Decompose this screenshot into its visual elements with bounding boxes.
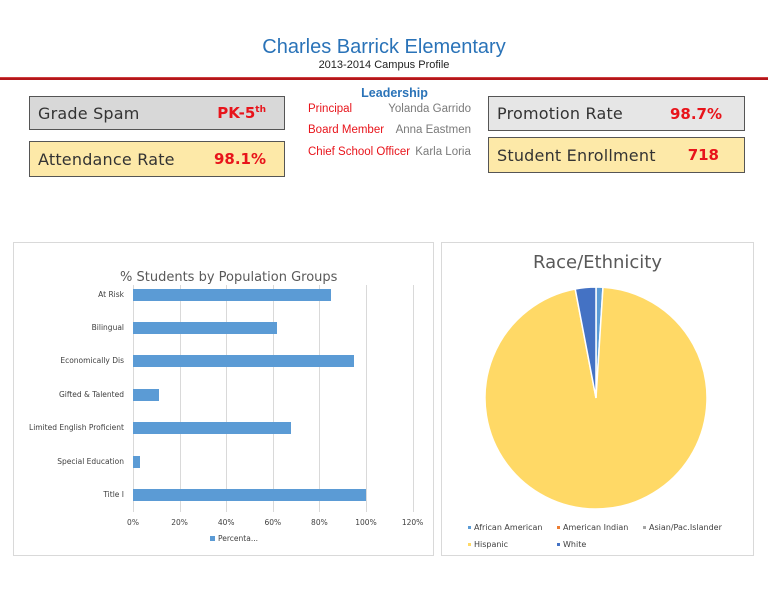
category-label: Title I bbox=[103, 490, 124, 499]
leadership-row-board-member: Board Member Anna Eastmen bbox=[308, 124, 473, 136]
header-divider bbox=[0, 77, 768, 80]
pie-slice-hispanic bbox=[484, 286, 708, 510]
attendance-rate-label: Attendance Rate bbox=[38, 149, 175, 169]
legend-swatch-icon bbox=[468, 543, 471, 546]
category-label: Limited English Proficient bbox=[29, 423, 124, 432]
gridline bbox=[272, 285, 274, 512]
legend-label: American Indian bbox=[563, 523, 629, 532]
leader-role: Board Member bbox=[308, 124, 385, 136]
student-enrollment-value: 718 bbox=[687, 146, 719, 164]
legend-label: African American bbox=[474, 523, 543, 532]
page-subtitle: 2013-2014 Campus Profile bbox=[318, 59, 450, 71]
legend-swatch-icon bbox=[557, 543, 560, 546]
student-enrollment-box: Student Enrollment 718 bbox=[488, 137, 745, 173]
gridline bbox=[226, 285, 228, 512]
bar bbox=[133, 289, 332, 301]
grade-span-label: Grade Spam bbox=[38, 103, 140, 123]
pie-slice-white bbox=[574, 286, 597, 399]
category-label: Economically Dis bbox=[60, 356, 124, 365]
category-label: Special Education bbox=[57, 457, 124, 466]
x-tick-label: 120% bbox=[401, 518, 424, 527]
legend-swatch-icon bbox=[468, 526, 471, 529]
gridline bbox=[179, 285, 181, 512]
gridline bbox=[366, 285, 367, 512]
legend-label: Percenta... bbox=[218, 534, 258, 543]
pie-chart-title: Race/Ethnicity bbox=[532, 252, 663, 273]
x-tick-label: 0% bbox=[127, 518, 139, 527]
legend-swatch-icon bbox=[643, 526, 646, 529]
bar-chart-title: % Students by Population Groups bbox=[120, 270, 338, 285]
pie-chart bbox=[484, 286, 708, 510]
x-tick-label: 100% bbox=[355, 518, 377, 527]
pie-legend-item: Asian/Pac.Islander bbox=[643, 523, 722, 532]
legend-swatch-icon bbox=[557, 526, 560, 529]
legend-label: White bbox=[563, 540, 587, 549]
bar bbox=[133, 389, 159, 401]
leadership-panel: Leadership Principal Yolanda Garrido Boa… bbox=[308, 86, 473, 158]
leader-name: Yolanda Garrido bbox=[388, 103, 471, 115]
grade-span-value: PK-5th bbox=[217, 104, 266, 122]
bar bbox=[133, 489, 366, 501]
leader-name: Karla Loria bbox=[415, 146, 471, 158]
legend-swatch-icon bbox=[210, 536, 215, 541]
category-label: At Risk bbox=[98, 290, 124, 299]
pie-legend-item: American Indian bbox=[557, 523, 628, 532]
bar bbox=[133, 422, 292, 434]
grade-span-box: Grade Spam PK-5th bbox=[29, 96, 285, 130]
x-tick-label: 40% bbox=[217, 518, 235, 527]
legend-label: Asian/Pac.Islander bbox=[649, 523, 722, 532]
bar-chart-legend: Percenta... bbox=[210, 534, 258, 543]
category-label: Gifted & Talented bbox=[58, 390, 124, 399]
bar bbox=[133, 456, 140, 468]
leader-role: Principal bbox=[308, 103, 353, 115]
student-enrollment-label: Student Enrollment bbox=[497, 145, 656, 165]
leadership-row-chief-school-officer: Chief School Officer Karla Loria bbox=[308, 146, 473, 158]
promotion-rate-box: Promotion Rate 98.7% bbox=[488, 96, 745, 131]
attendance-rate-value: 98.1% bbox=[213, 150, 266, 168]
category-label: Bilingual bbox=[91, 323, 124, 332]
bar bbox=[133, 322, 278, 334]
leader-name: Anna Eastmen bbox=[395, 124, 471, 136]
pie-legend-item: White bbox=[557, 540, 586, 549]
pie-legend-item: Hispanic bbox=[468, 540, 508, 549]
leader-role: Chief School Officer bbox=[308, 146, 411, 158]
page-title: Charles Barrick Elementary bbox=[262, 36, 506, 58]
bar bbox=[133, 355, 355, 367]
attendance-rate-box: Attendance Rate 98.1% bbox=[29, 141, 285, 177]
pie-legend-item: African American bbox=[468, 523, 543, 532]
leadership-title: Leadership bbox=[361, 86, 428, 100]
legend-label: Hispanic bbox=[474, 540, 509, 549]
x-tick-label: 20% bbox=[171, 518, 188, 527]
gridline bbox=[319, 285, 321, 512]
x-tick-label: 80% bbox=[311, 518, 328, 527]
leadership-row-principal: Principal Yolanda Garrido bbox=[308, 103, 473, 115]
x-tick-label: 60% bbox=[264, 518, 282, 527]
promotion-rate-value: 98.7% bbox=[669, 104, 722, 123]
promotion-rate-label: Promotion Rate bbox=[497, 104, 623, 123]
gridline bbox=[412, 285, 414, 512]
